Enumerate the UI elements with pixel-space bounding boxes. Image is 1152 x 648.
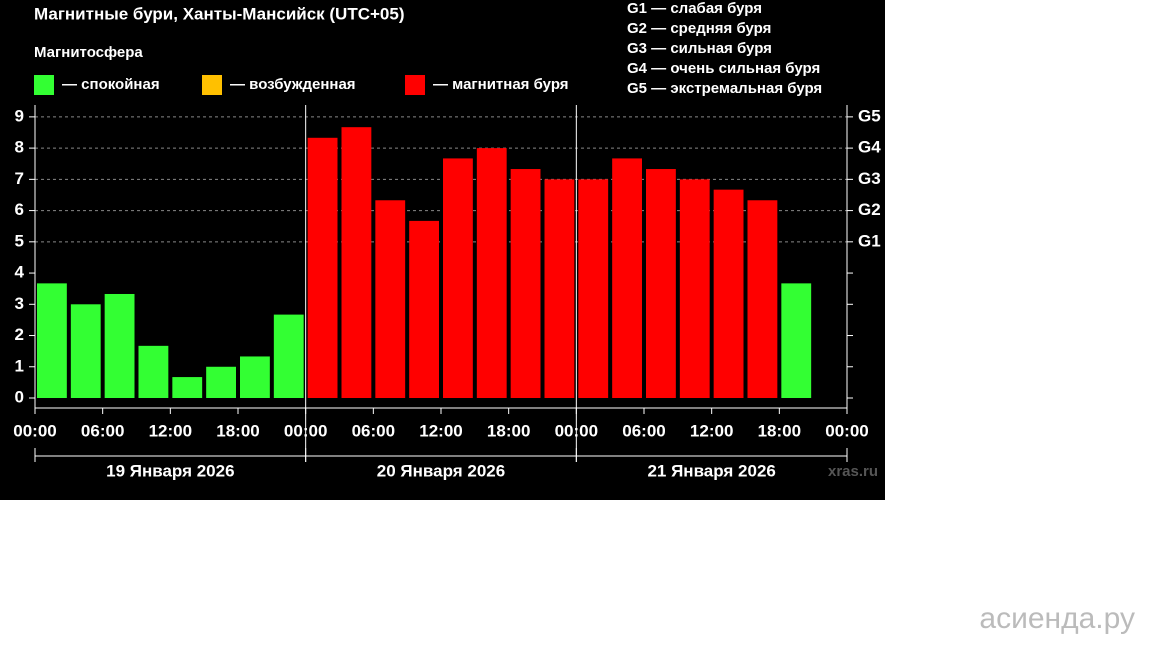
bar (679, 179, 710, 399)
scale-legend-item: G5 — экстремальная буря (627, 80, 822, 97)
y2-tick-label: G1 (858, 231, 881, 250)
y2-tick-label: G5 (858, 106, 881, 125)
bar (476, 148, 507, 399)
bar (781, 283, 812, 399)
bar (510, 169, 541, 399)
scale-legend-item: G2 — средняя буря (627, 20, 771, 37)
x-tick-label: 06:00 (81, 421, 124, 440)
bar (544, 179, 575, 399)
x-tick-label: 06:00 (352, 421, 395, 440)
y-tick-label: 6 (15, 200, 24, 219)
x-tick-label: 18:00 (487, 421, 530, 440)
y2-tick-label: G2 (858, 200, 881, 219)
x-tick-label: 00:00 (825, 421, 868, 440)
legend-title: Магнитосфера (34, 44, 143, 61)
legend-swatch (34, 75, 54, 95)
scale-legend-item: G4 — очень сильная буря (627, 60, 820, 77)
legend-label: — возбужденная (230, 76, 356, 93)
x-tick-label: 00:00 (13, 421, 56, 440)
bar (37, 283, 67, 399)
bar (138, 345, 169, 399)
date-label: 21 Января 2026 (647, 461, 775, 480)
x-tick-label: 12:00 (149, 421, 192, 440)
y-tick-label: 0 (15, 387, 24, 406)
y-tick-label: 2 (15, 325, 24, 344)
x-tick-label: 18:00 (758, 421, 801, 440)
bar (747, 200, 778, 399)
bar (240, 356, 270, 399)
bar (307, 137, 338, 399)
x-tick-label: 00:00 (284, 421, 327, 440)
y2-tick-label: G3 (858, 169, 881, 188)
legend-swatch (202, 75, 222, 95)
bar (375, 200, 406, 399)
bar (409, 220, 439, 399)
y2-tick-label: G4 (858, 138, 881, 157)
bar (646, 169, 676, 399)
x-tick-label: 06:00 (622, 421, 665, 440)
bar (443, 158, 473, 399)
bar (713, 189, 744, 399)
bar (341, 127, 372, 399)
scale-legend-item: G1 — слабая буря (627, 0, 762, 17)
legend-swatch (405, 75, 425, 95)
x-tick-label: 00:00 (555, 421, 598, 440)
y-tick-label: 8 (15, 138, 24, 157)
date-label: 19 Января 2026 (106, 461, 234, 480)
bar (273, 314, 304, 399)
date-label: 20 Января 2026 (377, 461, 505, 480)
x-tick-label: 18:00 (216, 421, 259, 440)
chart-title: Магнитные бури, Ханты-Мансийск (UTC+05) (34, 4, 405, 23)
bar (612, 158, 642, 399)
bar (206, 366, 236, 399)
y-tick-label: 4 (15, 263, 25, 282)
bar (172, 377, 203, 399)
scale-legend-item: G3 — сильная буря (627, 40, 772, 57)
bar (70, 304, 101, 399)
source: xras.ru (828, 463, 878, 480)
y-tick-label: 1 (15, 356, 24, 375)
y-tick-label: 9 (15, 106, 24, 125)
watermark: асиенда.ру (979, 602, 1135, 635)
x-tick-label: 12:00 (419, 421, 462, 440)
legend-label: — магнитная буря (433, 76, 569, 93)
bar (578, 179, 609, 399)
x-tick-label: 12:00 (690, 421, 733, 440)
y-tick-label: 7 (15, 169, 24, 188)
y-tick-label: 3 (15, 294, 24, 313)
legend-label: — спокойная (62, 76, 160, 93)
bar (104, 293, 135, 399)
y-tick-label: 5 (15, 231, 24, 250)
